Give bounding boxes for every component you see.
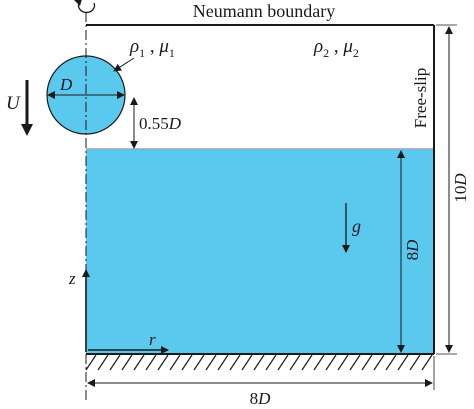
ambient-rho: ρ xyxy=(313,36,323,57)
hatch-stroke xyxy=(385,354,397,371)
hatch-stroke xyxy=(289,354,301,371)
hatch-stroke xyxy=(301,354,313,371)
domain-height-unit: D xyxy=(451,173,470,187)
gravity-label: g xyxy=(352,216,361,236)
hatch-stroke xyxy=(277,354,289,371)
hatch-stroke xyxy=(157,354,169,371)
ambient-rho-subscript: 2 xyxy=(323,46,329,60)
axisymmetry-rotation-icon xyxy=(77,2,96,14)
velocity-arrowhead-icon xyxy=(21,124,33,136)
hatch-stroke xyxy=(169,354,181,371)
velocity-label: U xyxy=(6,93,21,114)
hatch-stroke xyxy=(121,354,133,371)
domain-width-label: 8D xyxy=(250,389,272,408)
ambient-property-label: ρ2 , μ2 xyxy=(313,36,359,60)
ambient-mu: μ xyxy=(342,36,353,57)
rotation-arrowhead-icon xyxy=(74,0,82,6)
drop-mu: μ xyxy=(158,36,169,57)
hatch-stroke xyxy=(409,354,421,371)
domain-height-label: 10D xyxy=(451,173,470,203)
hatch-stroke xyxy=(205,354,217,371)
free-slip-label: Free-slip xyxy=(411,68,430,128)
drop-comma: , xyxy=(145,36,159,57)
hatch-stroke xyxy=(97,354,109,371)
hatch-stroke xyxy=(133,354,145,371)
drop-rho-subscript: 1 xyxy=(139,46,145,60)
drop-rho: ρ xyxy=(129,36,139,57)
hatch-stroke xyxy=(253,354,265,371)
hatch-stroke xyxy=(265,354,277,371)
drop-property-label: ρ1 , μ1 xyxy=(129,36,175,60)
hatch-stroke xyxy=(349,354,361,371)
ambient-mu-subscript: 2 xyxy=(353,46,359,60)
z-axis-label: z xyxy=(68,269,76,288)
hatch-stroke xyxy=(217,354,229,371)
drop-property-leader xyxy=(113,57,135,72)
ambient-comma: , xyxy=(329,36,343,57)
liquid-pool xyxy=(86,149,434,354)
gap-unit: D xyxy=(168,114,182,133)
hatch-stroke xyxy=(373,354,385,371)
gap-label: 0.55D xyxy=(139,114,182,133)
diameter-label: D xyxy=(59,75,73,94)
gap-number: 0.55 xyxy=(139,114,169,133)
hatch-stroke xyxy=(193,354,205,371)
drop-mu-subscript: 1 xyxy=(169,46,175,60)
liquid-depth-unit: D xyxy=(403,239,422,253)
hatch-stroke xyxy=(421,354,433,371)
liquid-depth-number: 8 xyxy=(403,252,422,261)
hatch-stroke xyxy=(397,354,409,371)
hatch-stroke xyxy=(325,354,337,371)
domain-width-unit: D xyxy=(257,389,271,408)
hatch-stroke xyxy=(85,354,97,371)
hatch-stroke xyxy=(241,354,253,371)
hatch-stroke xyxy=(145,354,157,371)
liquid-depth-label: 8D xyxy=(403,239,422,261)
domain-width-number: 8 xyxy=(250,389,259,408)
r-axis-label: r xyxy=(149,330,156,349)
hatch-stroke xyxy=(181,354,193,371)
hatch-stroke xyxy=(313,354,325,371)
neumann-boundary-label: Neumann boundary xyxy=(193,1,335,21)
hatch-stroke xyxy=(229,354,241,371)
hatch-stroke xyxy=(361,354,373,371)
hatch-stroke xyxy=(337,354,349,371)
no-slip-wall-hatching xyxy=(85,354,433,371)
hatch-stroke xyxy=(109,354,121,371)
domain-height-number: 10 xyxy=(451,186,470,203)
